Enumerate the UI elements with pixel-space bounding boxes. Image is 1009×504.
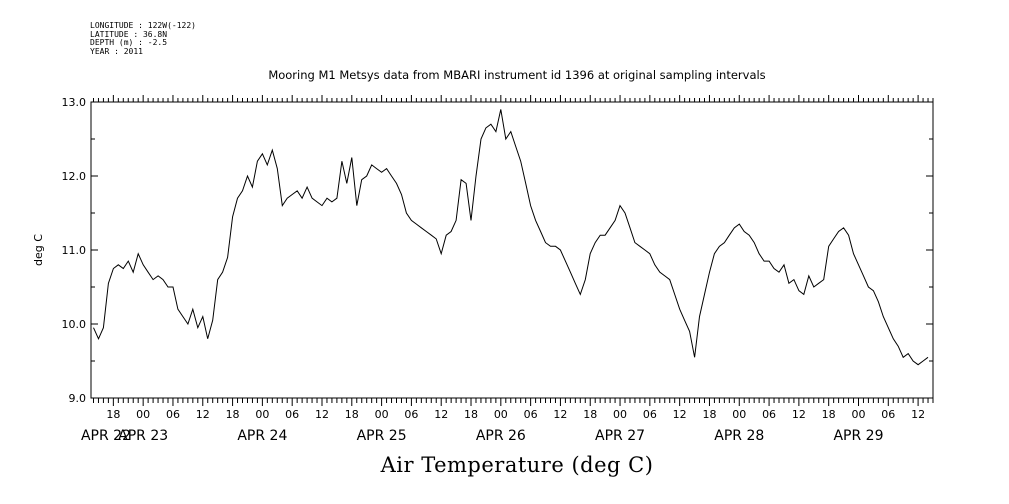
- x-tick-label: 06: [404, 408, 418, 421]
- x-date-label: APR 24: [237, 428, 287, 444]
- depth-label: DEPTH (m) : -2.5: [90, 38, 168, 48]
- y-tick-label: 12.0: [62, 170, 87, 183]
- x-axis: 18 00 06 12 18 00 06 12 18 00 06 12 18 00 06 12 18 00 06 12…: [81, 95, 934, 444]
- x-tick-label: 06: [881, 408, 895, 421]
- x-tick-label: 12: [911, 408, 925, 421]
- x-tick-label: 00: [136, 408, 150, 421]
- y-tick-label: 10.0: [62, 318, 87, 331]
- x-tick-label: 12: [434, 408, 448, 421]
- y-tick-label: 9.0: [69, 392, 87, 405]
- x-tick-label: 18: [345, 408, 359, 421]
- x-tick-label: 18: [226, 408, 240, 421]
- y-tick-label: 13.0: [62, 96, 87, 109]
- x-tick-label: 00: [732, 408, 746, 421]
- x-tick-label: 18: [702, 408, 716, 421]
- x-tick-label: 18: [106, 408, 120, 421]
- x-date-label: APR 28: [714, 428, 764, 444]
- x-axis-title: Air Temperature (deg C): [380, 453, 654, 477]
- y-axis: 9.0 10.0 11.0 12.0 13.0: [62, 96, 933, 405]
- y-tick-label: 11.0: [62, 244, 87, 257]
- metadata-block: LONGITUDE : 122W(-122) LATITUDE : 36.8N …: [90, 21, 196, 56]
- x-tick-label: 00: [494, 408, 508, 421]
- latitude-label: LATITUDE : 36.8N: [90, 29, 168, 39]
- x-date-label: APR 29: [833, 428, 883, 444]
- x-tick-label: 06: [524, 408, 538, 421]
- x-date-label: APR 22: [81, 428, 131, 444]
- x-tick-label: 18: [583, 408, 597, 421]
- x-tick-label: 06: [643, 408, 657, 421]
- x-date-label: APR 25: [357, 428, 407, 444]
- y-axis-label: deg C: [32, 234, 45, 266]
- year-label: YEAR : 2011: [90, 46, 143, 56]
- x-date-label: APR 23: [118, 428, 168, 444]
- x-tick-label: 00: [375, 408, 389, 421]
- x-tick-label: 00: [851, 408, 865, 421]
- plot-frame: [90, 101, 934, 399]
- x-tick-label: 12: [553, 408, 567, 421]
- x-tick-label: 18: [464, 408, 478, 421]
- x-tick-label: 12: [673, 408, 687, 421]
- x-tick-label: 18: [822, 408, 836, 421]
- x-tick-label: 00: [255, 408, 269, 421]
- x-tick-label: 00: [613, 408, 627, 421]
- x-tick-label: 12: [315, 408, 329, 421]
- x-date-label: APR 27: [595, 428, 645, 444]
- x-tick-label: 12: [792, 408, 806, 421]
- x-tick-label: 06: [166, 408, 180, 421]
- x-tick-label: 06: [285, 408, 299, 421]
- x-tick-label: 06: [762, 408, 776, 421]
- x-tick-label: 12: [196, 408, 210, 421]
- longitude-label: LONGITUDE : 122W(-122): [90, 21, 196, 30]
- chart-title: Mooring M1 Metsys data from MBARI instru…: [268, 68, 766, 82]
- x-date-label: APR 26: [476, 428, 526, 444]
- air-temperature-line: [93, 109, 929, 366]
